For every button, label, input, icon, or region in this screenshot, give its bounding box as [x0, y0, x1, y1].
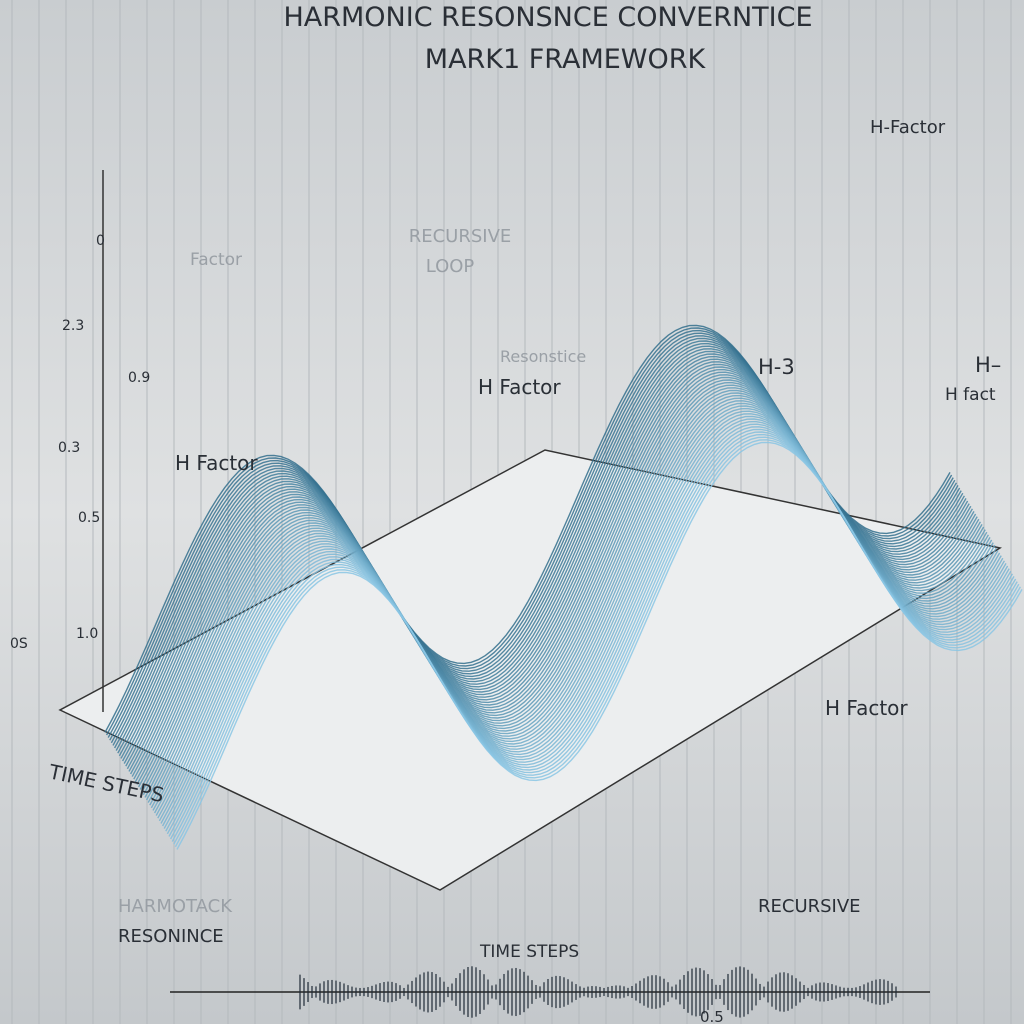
label: LOOP	[426, 256, 475, 277]
axis-label: 0.3	[58, 440, 80, 456]
label: H-Factor	[870, 117, 946, 138]
label: RECURSIVE	[409, 226, 512, 247]
label: H–	[975, 353, 1001, 377]
label: H Factor	[175, 451, 258, 475]
label: Resonstice	[500, 347, 586, 366]
axis-label: 2.3	[62, 318, 84, 334]
label: HARMOTACK	[118, 896, 233, 917]
title: MARK1 FRAMEWORK	[425, 44, 707, 75]
label: H-3	[758, 355, 795, 379]
label: Factor	[190, 250, 242, 270]
axis-label: 0.5	[78, 510, 100, 526]
axis-label: 0S	[10, 636, 28, 652]
signal-trace	[299, 966, 897, 1018]
axis-label: 0.9	[128, 370, 150, 386]
title: HARMONIC RESONSNCE CONVERNTICE	[283, 2, 812, 33]
axis-labels: 0 2.3 0.9 0.3 0.5 1.0 0S	[10, 233, 150, 652]
label: RESONINCE	[118, 926, 224, 947]
label: H fact	[945, 385, 996, 405]
label: TIME STEPS	[479, 942, 579, 962]
label: H Factor	[825, 696, 908, 720]
axis-label: 1.0	[76, 626, 98, 642]
axis-label: 0	[96, 233, 105, 249]
wave-line	[176, 441, 1023, 850]
label: RECURSIVE	[758, 896, 861, 917]
label: H Factor	[478, 375, 561, 399]
wave-surface	[104, 324, 1023, 850]
label: 0.5	[700, 1008, 724, 1024]
